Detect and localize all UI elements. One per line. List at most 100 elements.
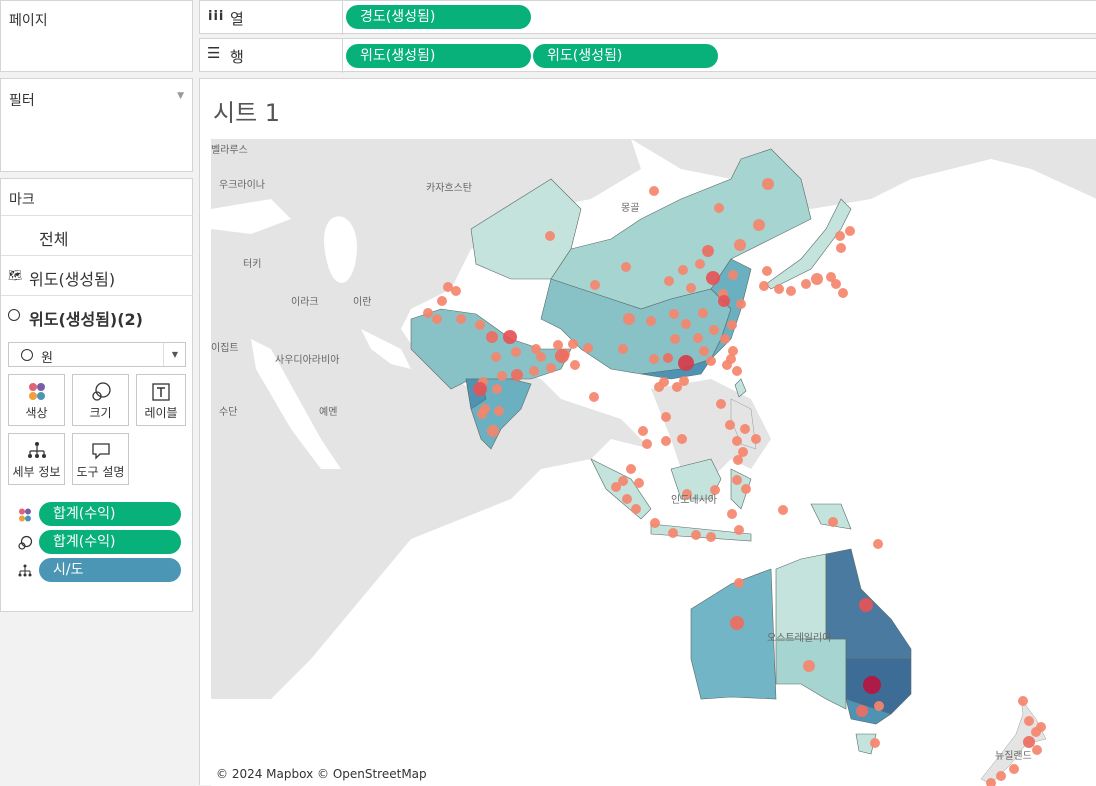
- circle-mark[interactable]: [570, 360, 580, 370]
- circle-mark[interactable]: [491, 352, 501, 362]
- circle-mark[interactable]: [706, 271, 720, 285]
- tooltip-button[interactable]: 도구 설명: [72, 433, 129, 485]
- circle-mark[interactable]: [437, 296, 447, 306]
- size-field-pill[interactable]: 합계(수익): [39, 530, 181, 554]
- size-button[interactable]: 크기: [72, 374, 129, 426]
- circle-mark[interactable]: [589, 392, 599, 402]
- circle-mark[interactable]: [511, 347, 521, 357]
- circle-mark[interactable]: [626, 464, 636, 474]
- circle-mark[interactable]: [732, 475, 742, 485]
- circle-mark[interactable]: [732, 436, 742, 446]
- circle-mark[interactable]: [497, 371, 507, 381]
- circle-mark[interactable]: [1032, 745, 1042, 755]
- circle-mark[interactable]: [762, 266, 772, 276]
- circle-mark[interactable]: [702, 245, 714, 257]
- circle-mark[interactable]: [672, 382, 682, 392]
- circle-mark[interactable]: [486, 331, 498, 343]
- circle-mark[interactable]: [511, 369, 523, 381]
- columns-shelf[interactable]: iii 열 경도(생성됨): [199, 0, 1096, 35]
- circle-mark[interactable]: [649, 186, 659, 196]
- circle-mark[interactable]: [546, 363, 556, 373]
- circle-mark[interactable]: [477, 409, 487, 419]
- circle-mark[interactable]: [646, 316, 656, 326]
- circle-mark[interactable]: [583, 343, 593, 353]
- circle-mark[interactable]: [650, 518, 660, 528]
- circle-mark[interactable]: [661, 412, 671, 422]
- circle-mark[interactable]: [759, 281, 769, 291]
- circle-mark[interactable]: [709, 325, 719, 335]
- circle-mark[interactable]: [423, 308, 433, 318]
- label-button[interactable]: 레이블: [136, 374, 186, 426]
- circle-mark[interactable]: [654, 382, 664, 392]
- circle-mark[interactable]: [568, 339, 578, 349]
- circle-mark[interactable]: [727, 320, 737, 330]
- circle-mark[interactable]: [710, 485, 720, 495]
- columns-pill[interactable]: 경도(생성됨): [346, 5, 531, 29]
- rows-shelf[interactable]: ☰ 행 위도(생성됨) 위도(생성됨): [199, 38, 1096, 73]
- circle-mark[interactable]: [681, 319, 691, 329]
- circle-mark[interactable]: [695, 259, 705, 269]
- circle-mark[interactable]: [503, 330, 517, 344]
- circle-mark[interactable]: [698, 308, 708, 318]
- circle-mark[interactable]: [686, 283, 696, 293]
- circle-mark[interactable]: [732, 366, 742, 376]
- circle-mark[interactable]: [529, 366, 539, 376]
- circle-mark[interactable]: [856, 705, 868, 717]
- circle-mark[interactable]: [1009, 764, 1019, 774]
- circle-mark[interactable]: [706, 356, 716, 366]
- circle-mark[interactable]: [678, 355, 694, 371]
- rows-pill-1[interactable]: 위도(생성됨): [346, 44, 531, 68]
- circle-mark[interactable]: [727, 509, 737, 519]
- circle-mark[interactable]: [691, 530, 701, 540]
- circle-mark[interactable]: [682, 489, 692, 499]
- circle-mark[interactable]: [714, 203, 724, 213]
- circle-mark[interactable]: [801, 279, 811, 289]
- circle-mark[interactable]: [734, 578, 744, 588]
- circle-mark[interactable]: [996, 771, 1006, 781]
- circle-mark[interactable]: [634, 478, 644, 488]
- circle-mark[interactable]: [611, 482, 621, 492]
- marks-layer1-row[interactable]: 🗺 위도(생성됨): [1, 255, 193, 295]
- circle-mark[interactable]: [873, 539, 883, 549]
- circle-mark[interactable]: [642, 439, 652, 449]
- circle-mark[interactable]: [722, 360, 732, 370]
- map-attribution[interactable]: © 2024 Mapbox © OpenStreetMap: [214, 767, 429, 781]
- circle-mark[interactable]: [1036, 722, 1046, 732]
- circle-mark[interactable]: [456, 314, 466, 324]
- circle-mark[interactable]: [786, 286, 796, 296]
- color-field-pill[interactable]: 합계(수익): [39, 502, 181, 526]
- circle-mark[interactable]: [677, 434, 687, 444]
- circle-mark[interactable]: [679, 376, 689, 386]
- sheet-title[interactable]: 시트 1: [213, 99, 281, 127]
- circle-mark[interactable]: [741, 484, 751, 494]
- circle-mark[interactable]: [874, 701, 884, 711]
- circle-mark[interactable]: [778, 505, 788, 515]
- circle-mark[interactable]: [826, 272, 836, 282]
- circle-mark[interactable]: [631, 504, 641, 514]
- circle-mark[interactable]: [733, 455, 743, 465]
- pages-shelf[interactable]: 페이지: [0, 0, 193, 72]
- circle-mark[interactable]: [716, 399, 726, 409]
- circle-mark[interactable]: [663, 353, 673, 363]
- circle-mark[interactable]: [555, 349, 569, 363]
- circle-mark[interactable]: [740, 424, 750, 434]
- circle-mark[interactable]: [693, 333, 703, 343]
- circle-mark[interactable]: [553, 340, 563, 350]
- circle-mark[interactable]: [531, 344, 541, 354]
- map-view[interactable]: 벨라루스 우크라이나 카자흐스탄 몽골 터키 이라크 이란 이집트 사우디아라비…: [211, 139, 1096, 786]
- circle-mark[interactable]: [638, 426, 648, 436]
- circle-mark[interactable]: [1024, 716, 1034, 726]
- rows-pill-2[interactable]: 위도(생성됨): [533, 44, 718, 68]
- circle-mark[interactable]: [728, 270, 738, 280]
- circle-mark[interactable]: [487, 425, 499, 437]
- circle-mark[interactable]: [751, 434, 761, 444]
- circle-mark[interactable]: [870, 738, 880, 748]
- circle-mark[interactable]: [836, 243, 846, 253]
- chevron-down-icon[interactable]: ▼: [177, 91, 184, 101]
- circle-mark[interactable]: [699, 346, 709, 356]
- circle-mark[interactable]: [859, 598, 873, 612]
- circle-mark[interactable]: [670, 334, 680, 344]
- circle-mark[interactable]: [838, 288, 848, 298]
- circle-mark[interactable]: [831, 279, 841, 289]
- circle-mark[interactable]: [432, 314, 442, 324]
